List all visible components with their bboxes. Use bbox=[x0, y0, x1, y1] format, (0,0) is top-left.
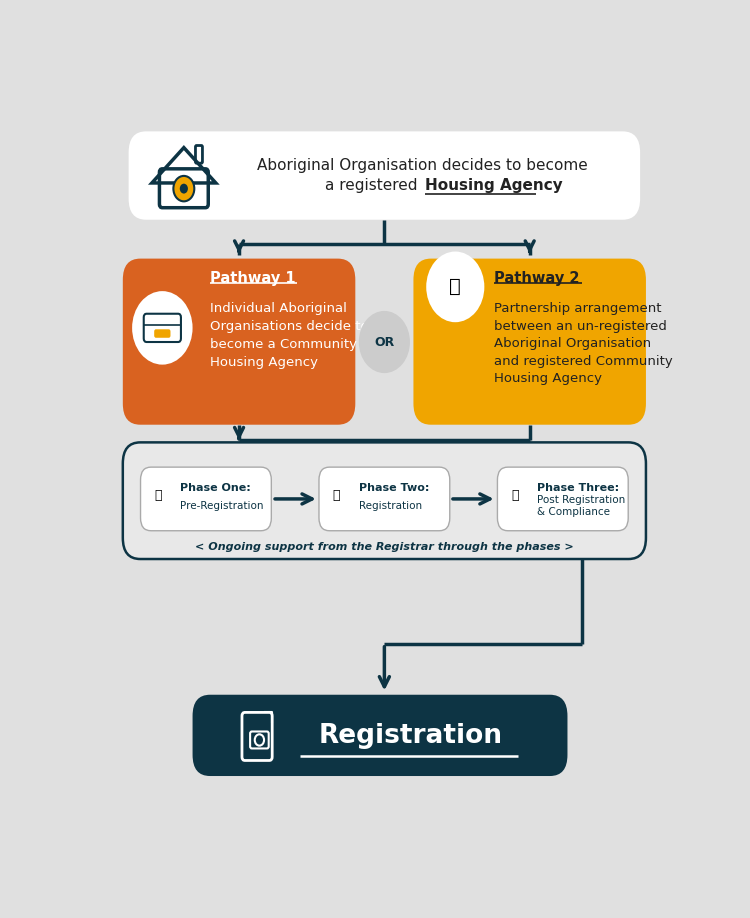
Text: 📋: 📋 bbox=[511, 489, 518, 502]
Circle shape bbox=[426, 252, 484, 322]
Text: Phase Two:: Phase Two: bbox=[358, 483, 429, 493]
Text: Phase Three:: Phase Three: bbox=[537, 483, 619, 493]
Text: Pre-Registration: Pre-Registration bbox=[180, 501, 263, 511]
Text: Pathway 1: Pathway 1 bbox=[210, 271, 296, 285]
Text: 📋: 📋 bbox=[333, 489, 340, 502]
FancyBboxPatch shape bbox=[497, 467, 628, 531]
FancyBboxPatch shape bbox=[154, 330, 170, 338]
FancyBboxPatch shape bbox=[193, 695, 568, 776]
Text: a registered: a registered bbox=[325, 178, 422, 194]
Text: Registration: Registration bbox=[319, 722, 502, 749]
Text: < Ongoing support from the Registrar through the phases >: < Ongoing support from the Registrar thr… bbox=[195, 542, 574, 552]
Text: 📋: 📋 bbox=[154, 489, 162, 502]
Text: Phase One:: Phase One: bbox=[180, 483, 250, 493]
Circle shape bbox=[173, 176, 194, 201]
FancyBboxPatch shape bbox=[319, 467, 450, 531]
FancyBboxPatch shape bbox=[140, 467, 272, 531]
Text: Pathway 2: Pathway 2 bbox=[494, 271, 579, 285]
Text: OR: OR bbox=[374, 335, 394, 349]
Text: Post Registration
& Compliance: Post Registration & Compliance bbox=[537, 495, 626, 517]
Text: Partnership arrangement
between an un-registered
Aboriginal Organisation
and reg: Partnership arrangement between an un-re… bbox=[494, 302, 673, 386]
FancyBboxPatch shape bbox=[123, 442, 646, 559]
Text: Housing Agency: Housing Agency bbox=[425, 178, 562, 194]
Circle shape bbox=[358, 311, 410, 373]
Text: 🤝: 🤝 bbox=[449, 277, 461, 297]
FancyBboxPatch shape bbox=[413, 259, 646, 425]
Circle shape bbox=[180, 184, 188, 194]
Text: Individual Aboriginal
Organisations decide to
become a Community
Housing Agency: Individual Aboriginal Organisations deci… bbox=[210, 302, 369, 369]
Text: Aboriginal Organisation decides to become: Aboriginal Organisation decides to becom… bbox=[256, 158, 587, 173]
Circle shape bbox=[132, 291, 193, 364]
Text: Registration: Registration bbox=[358, 501, 422, 511]
FancyBboxPatch shape bbox=[123, 259, 355, 425]
FancyBboxPatch shape bbox=[129, 131, 640, 219]
